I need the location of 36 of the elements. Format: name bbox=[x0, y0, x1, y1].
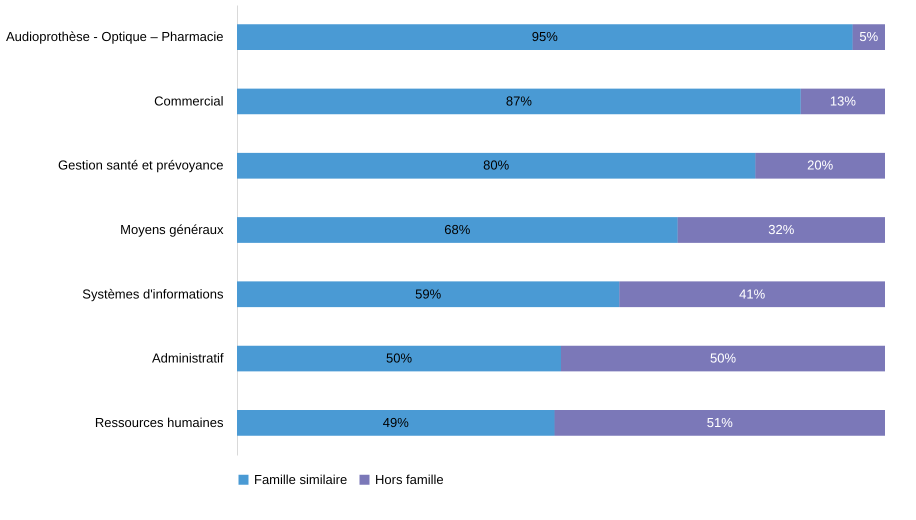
data-label: 5% bbox=[859, 29, 879, 44]
y-tick-label: Commercial bbox=[154, 93, 224, 108]
bar bbox=[755, 152, 885, 179]
bar bbox=[237, 152, 756, 179]
data-label: 68% bbox=[444, 222, 471, 237]
y-tick-label: Ressources humaines bbox=[94, 414, 224, 430]
data-label: 50% bbox=[710, 350, 736, 366]
data-label: 13% bbox=[830, 93, 856, 108]
bar bbox=[237, 346, 561, 372]
data-label: 32% bbox=[768, 222, 795, 237]
data-label: 51% bbox=[706, 414, 734, 430]
bar bbox=[800, 88, 885, 114]
y-tick-label: Audioprothèse - Optique – Pharmacie bbox=[6, 29, 224, 44]
data-label: 87% bbox=[506, 93, 532, 108]
data-label: 80% bbox=[483, 158, 510, 173]
bar bbox=[237, 410, 555, 436]
data-label: 95% bbox=[532, 29, 558, 44]
data-label: 49% bbox=[382, 414, 410, 430]
bar bbox=[619, 281, 885, 308]
data-label: 41% bbox=[739, 286, 766, 302]
legend-label: Famille similaire bbox=[254, 472, 348, 487]
y-tick-label: Systèmes d'informations bbox=[82, 286, 224, 302]
data-label: 20% bbox=[807, 158, 834, 173]
bar bbox=[237, 24, 853, 50]
legend-label: Hors famille bbox=[375, 472, 444, 487]
bar bbox=[554, 410, 885, 436]
bar bbox=[561, 346, 885, 372]
bar bbox=[237, 88, 801, 114]
y-tick-label: Gestion santé et prévoyance bbox=[58, 158, 224, 173]
bar bbox=[237, 281, 620, 308]
y-tick-label: Administratif bbox=[152, 350, 224, 366]
bar bbox=[237, 217, 678, 243]
y-tick-label: Moyens généraux bbox=[120, 222, 224, 237]
data-label: 59% bbox=[415, 286, 442, 302]
data-label: 50% bbox=[386, 350, 412, 366]
bar bbox=[678, 217, 885, 243]
